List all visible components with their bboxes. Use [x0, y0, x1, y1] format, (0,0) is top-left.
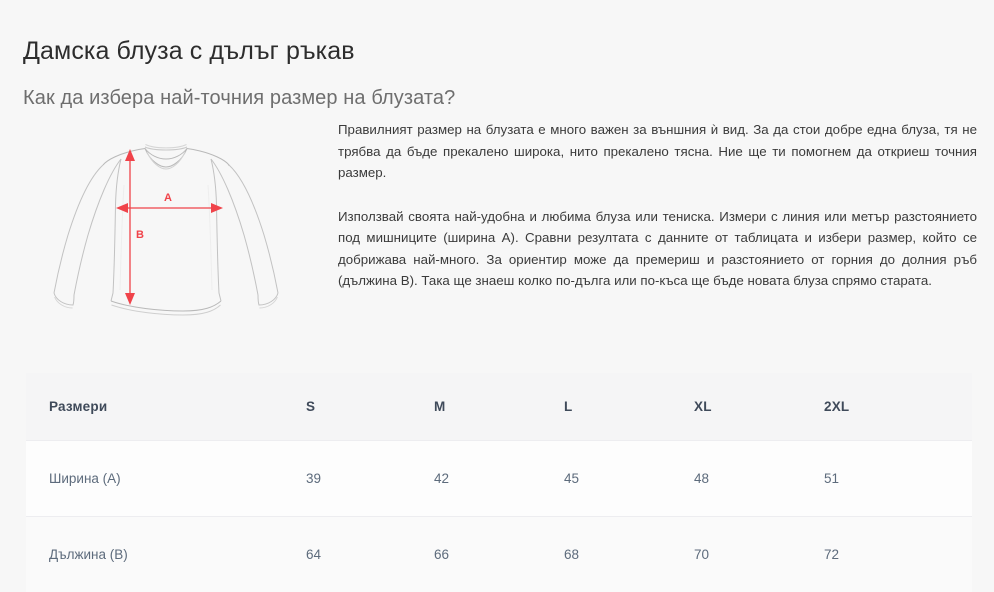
cell-length-2xl: 72	[824, 515, 972, 592]
cell-width-m: 42	[434, 439, 564, 516]
table-row: Ширина (A) 39 42 45 48 51	[26, 439, 972, 516]
measurement-arrows	[116, 149, 223, 305]
length-arrow-head-top	[125, 149, 135, 161]
size-table: Размери S M L XL 2XL Ширина (A) 39 42 45…	[26, 373, 972, 592]
table-row: Дължина (B) 64 66 68 70 72	[26, 515, 972, 592]
cell-width-2xl: 51	[824, 439, 972, 516]
column-header-l: L	[564, 398, 573, 414]
cell-length-xl: 70	[694, 515, 824, 592]
table-header-row: Размери S M L XL 2XL	[26, 373, 972, 440]
column-header-2xl: 2XL	[824, 398, 850, 414]
row-label-length: Дължина (B)	[26, 515, 306, 592]
cell-width-s: 39	[306, 439, 434, 516]
description-paragraph-1: Правилният размер на блузата е много важ…	[338, 122, 977, 180]
description-paragraph-2: Използвай своята най-удобна и любима блу…	[338, 208, 977, 289]
cell-width-xl: 48	[694, 439, 824, 516]
width-arrow-head-right	[211, 203, 223, 213]
page-subtitle: Как да избера най-точния размер на блуза…	[23, 86, 456, 109]
column-header-m: M	[434, 398, 446, 414]
row-label-width: Ширина (A)	[26, 439, 306, 516]
length-arrow-head-bottom	[125, 293, 135, 305]
size-table-head: Размери S M L XL 2XL	[26, 373, 972, 440]
width-arrow-head-left	[116, 203, 128, 213]
width-label: A	[164, 192, 172, 204]
cell-length-m: 66	[434, 515, 564, 592]
description-block: Правилният размер на блузата е много важ…	[338, 119, 977, 292]
cell-width-l: 45	[564, 439, 694, 516]
column-header-s: S	[306, 398, 316, 414]
size-table-body: Ширина (A) 39 42 45 48 51 Дължина (B) 64…	[26, 439, 972, 592]
blouse-outline-icon	[53, 144, 279, 316]
blouse-illustration: A B	[46, 125, 321, 335]
length-label: B	[136, 229, 144, 241]
column-header-xl: XL	[694, 398, 712, 414]
cell-length-s: 64	[306, 515, 434, 592]
page-title: Дамска блуза с дълъг ръкав	[23, 36, 355, 65]
column-header-sizes: Размери	[49, 398, 108, 414]
cell-length-l: 68	[564, 515, 694, 592]
